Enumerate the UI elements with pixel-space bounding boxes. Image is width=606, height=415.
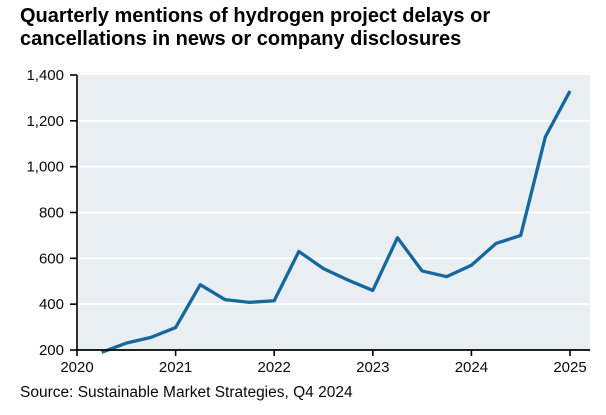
x-tick-label: 2021 [159, 359, 192, 376]
y-tick-label: 200 [39, 342, 64, 359]
x-tick-label: 2023 [356, 359, 389, 376]
x-tick-label: 2025 [553, 359, 586, 376]
chart-title: Quarterly mentions of hydrogen project d… [20, 5, 491, 50]
y-tick-label: 400 [39, 296, 64, 313]
data-series-line [101, 90, 572, 354]
source-note: Source: Sustainable Market Strategies, Q… [20, 384, 353, 401]
y-tick-label: 800 [39, 205, 64, 222]
y-tick-label: 1,000 [26, 159, 64, 176]
y-tick-label: 1,200 [26, 113, 64, 130]
x-tick-label: 2020 [60, 359, 93, 376]
x-tick-label: 2024 [455, 359, 488, 376]
x-tick-label: 2022 [258, 359, 291, 376]
y-tick-label: 1,400 [26, 67, 64, 84]
y-tick-label: 600 [39, 250, 64, 267]
